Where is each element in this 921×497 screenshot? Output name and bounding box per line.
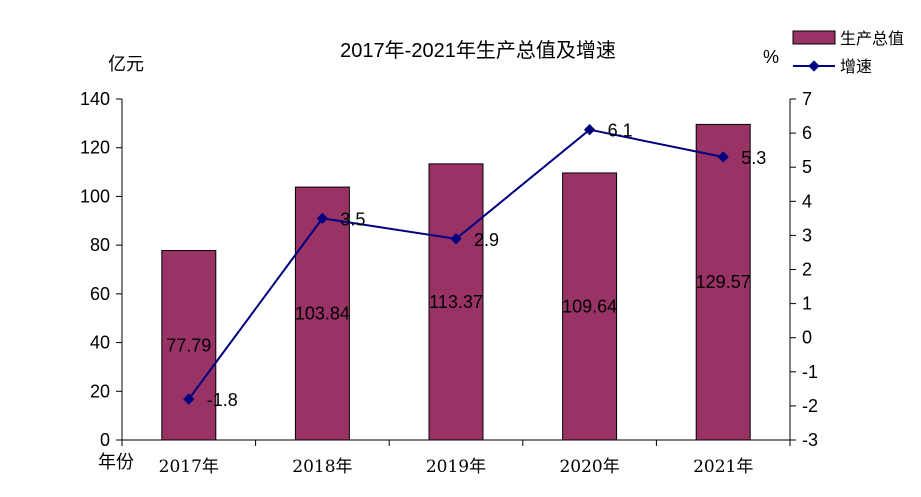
left-tick-label: 60 — [90, 284, 110, 304]
growth-point — [450, 233, 462, 245]
legend-bar-label: 生产总值 — [840, 30, 904, 48]
right-tick-label: -1 — [802, 362, 818, 382]
legend-bar-swatch — [792, 30, 836, 45]
x-tick-label: 2017年 — [159, 457, 219, 477]
right-tick-label: 2 — [802, 260, 812, 280]
bar-value-label: 77.79 — [166, 335, 211, 355]
x-tick-label: 2018年 — [292, 457, 352, 477]
legend: 生产总值 增速 — [792, 30, 904, 76]
x-tick-label: 2019年 — [426, 457, 486, 477]
bar-value-label: 103.84 — [295, 304, 350, 324]
bar — [562, 172, 618, 441]
right-tick-label: 7 — [802, 89, 812, 109]
left-tick-label: 20 — [90, 381, 110, 401]
left-tick-label: 140 — [80, 89, 110, 109]
growth-value-label: -1.8 — [207, 390, 238, 410]
right-tick-label: 4 — [802, 191, 812, 211]
bar — [161, 250, 217, 441]
growth-point — [316, 212, 329, 225]
growth-point — [183, 393, 195, 405]
left-tick-label: 80 — [90, 235, 110, 255]
bar-series — [161, 123, 751, 441]
left-axis-unit: 亿元 — [108, 54, 144, 74]
bar — [294, 186, 350, 441]
bar-value-label: 109.64 — [562, 296, 617, 316]
x-tick-label: 2020年 — [559, 457, 619, 477]
right-tick-label: 5 — [802, 157, 812, 177]
data-labels: 77.79 103.84 113.37 109.64 129.57 -1.8 3.5 2.9 6… — [166, 121, 766, 410]
growth-value-label: 3.5 — [340, 209, 365, 229]
chart-title: 2017年-2021年生产总值及增速 — [340, 39, 616, 62]
right-tick-label: -3 — [802, 430, 818, 450]
right-tick-label: -2 — [802, 396, 818, 416]
growth-value-label: 2.9 — [474, 230, 499, 250]
growth-point — [717, 151, 729, 163]
left-tick-label: 40 — [90, 333, 110, 353]
right-tick-label: 0 — [802, 328, 812, 348]
right-tick-label: 6 — [802, 123, 812, 143]
left-tick-label: 120 — [80, 138, 110, 158]
legend-line-label: 增速 — [840, 58, 872, 76]
bar-value-label: 113.37 — [429, 292, 483, 312]
right-axis-unit: % — [763, 47, 779, 67]
x-tick-label: 2021年 — [693, 457, 753, 477]
right-tick-label: 1 — [802, 294, 812, 314]
growth-value-label: 5.3 — [741, 148, 766, 168]
line-series — [183, 124, 729, 405]
axes: 0 20 40 60 80 100 120 140 -3 -2 -1 0 1 2 3 4 5 6 7 2017年 201… — [80, 89, 818, 477]
x-axis-unit: 年份 — [98, 452, 134, 472]
left-tick-label: 0 — [100, 430, 110, 450]
legend-line-marker — [808, 60, 820, 72]
bar — [695, 123, 751, 441]
growth-value-label: 6.1 — [608, 121, 633, 141]
left-tick-label: 100 — [80, 186, 110, 206]
bar-value-label: 129.57 — [696, 272, 751, 292]
right-tick-label: 3 — [802, 225, 812, 245]
bar — [428, 163, 484, 441]
